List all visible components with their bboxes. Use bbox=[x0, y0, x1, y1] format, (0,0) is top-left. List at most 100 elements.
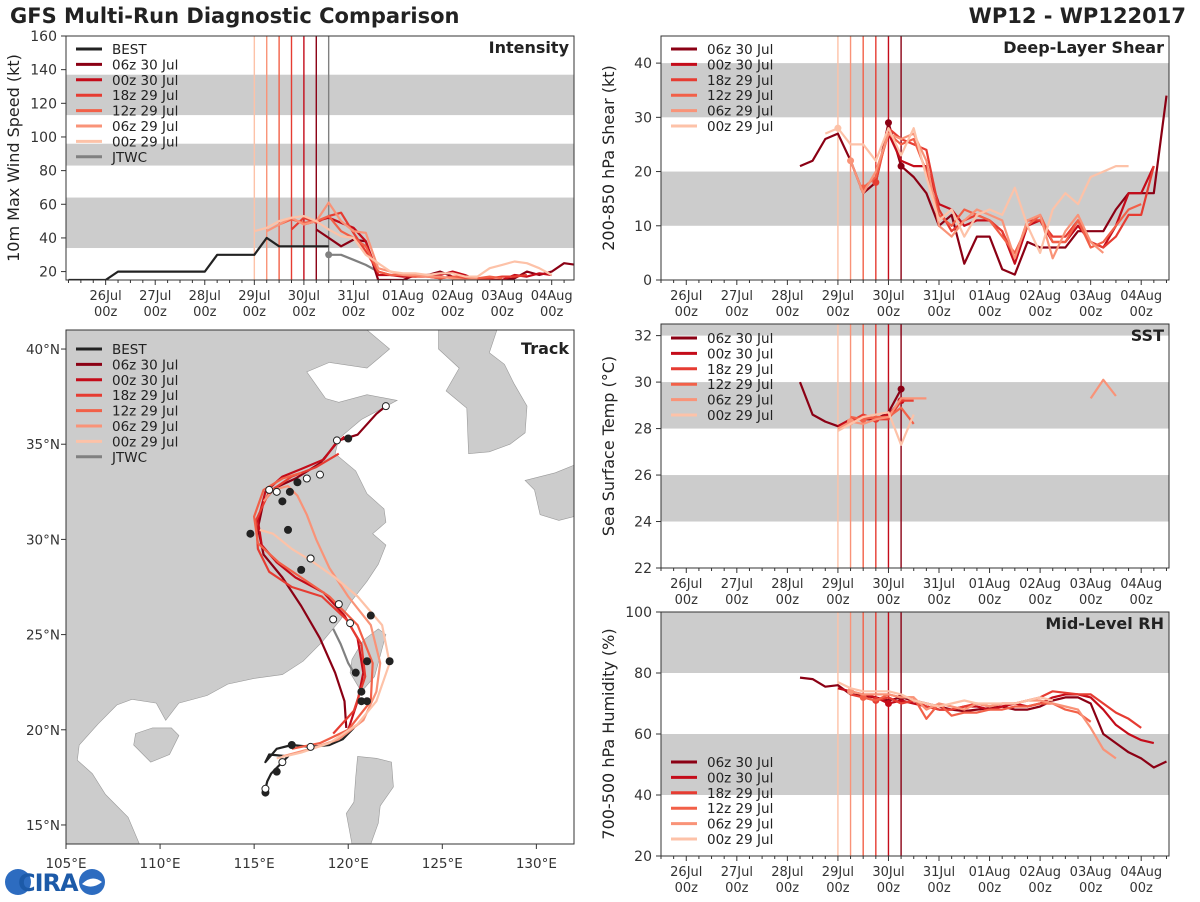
sst-xtick-label-date: 02Aug bbox=[1019, 577, 1061, 592]
sst-ytick-label: 24 bbox=[634, 515, 652, 531]
sst-xtick-label-hour: 00z bbox=[826, 593, 850, 608]
sst-ytick-label: 30 bbox=[634, 375, 652, 391]
sst-plot-area bbox=[661, 324, 1169, 568]
rh-plot-area bbox=[661, 612, 1169, 856]
intensity-xtick-label-date: 04Aug bbox=[531, 289, 573, 304]
shear-ytick-label: 10 bbox=[634, 219, 652, 235]
track-point-00z-30-jul-1 bbox=[346, 619, 355, 628]
shear-series-00z-30-jul-1 bbox=[887, 133, 1155, 265]
sst-xtick-label-date: 03Aug bbox=[1070, 577, 1112, 592]
shear-legend-label-00z-30-jul: 00z 30 Jul bbox=[707, 57, 773, 73]
track-ytick-label: 25°N bbox=[26, 628, 60, 644]
intensity-xtick-label-hour: 00z bbox=[292, 305, 316, 320]
shear-xtick-label-date: 29Jul bbox=[822, 289, 854, 304]
intensity-xtick-label-hour: 00z bbox=[94, 305, 118, 320]
intensity-legend-label-00z-29-jul: 00z 29 Jul bbox=[112, 134, 178, 150]
sst-xtick-label-date: 28Jul bbox=[771, 577, 803, 592]
sst-ytick-label: 28 bbox=[634, 422, 652, 438]
intensity-plot-area bbox=[66, 36, 574, 280]
rh-xtick-label-date: 03Aug bbox=[1070, 865, 1112, 880]
rh-ytick-label: 60 bbox=[634, 727, 652, 743]
track-legend-label-best: BEST bbox=[112, 342, 147, 358]
sst-ytick-label: 22 bbox=[634, 561, 652, 577]
track-legend-label-00z-30-jul: 00z 30 Jul bbox=[112, 373, 178, 389]
rh-ytick-label: 40 bbox=[634, 788, 652, 804]
rh-xtick-label-hour: 00z bbox=[927, 881, 951, 896]
track-map-area bbox=[66, 330, 574, 844]
rh-xtick-label-hour: 00z bbox=[1028, 881, 1052, 896]
shear-frame bbox=[660, 35, 1170, 281]
track-point-06z-30-jul-5 bbox=[381, 402, 390, 411]
track-legend-label-jtwc: JTWC bbox=[111, 450, 147, 466]
logo-swirl-icon bbox=[82, 878, 102, 887]
rh-xtick-label-date: 26Jul bbox=[670, 865, 702, 880]
luzon-island bbox=[345, 756, 394, 844]
rh-band-1 bbox=[661, 612, 1169, 673]
track-legend-label-18z-29-jul: 18z 29 Jul bbox=[112, 388, 178, 404]
shear-xtick-label-hour: 00z bbox=[725, 305, 749, 320]
track-legend-label-06z-29-jul: 06z 29 Jul bbox=[112, 419, 178, 435]
track-frame bbox=[65, 329, 575, 845]
sst-legend-label-06z-29-jul: 06z 29 Jul bbox=[707, 393, 773, 409]
intensity-legend-label-jtwc: JTWC bbox=[111, 150, 147, 166]
intensity-ytick-label: 100 bbox=[30, 130, 57, 146]
intensity-xtick-label-date: 31Jul bbox=[337, 289, 369, 304]
intensity-legend-label-best: BEST bbox=[112, 42, 147, 58]
track-point-12z-29-jul-2 bbox=[363, 657, 372, 666]
intensity-legend-label-12z-29-jul: 12z 29 Jul bbox=[112, 104, 178, 120]
track-xtick-label: 110°E bbox=[140, 856, 181, 872]
rh-legend-label-06z-29-jul: 06z 29 Jul bbox=[707, 817, 773, 833]
track-point-best-5 bbox=[306, 742, 315, 751]
shear-band-0 bbox=[661, 171, 1169, 226]
shear-legend-label-18z-29-jul: 18z 29 Jul bbox=[707, 73, 773, 89]
track-xtick-label: 130°E bbox=[516, 856, 557, 872]
intensity-series-00z-29-jul-7 bbox=[254, 215, 553, 278]
track-point-best-2 bbox=[272, 767, 281, 776]
shear-legend-label-12z-29-jul: 12z 29 Jul bbox=[707, 88, 773, 104]
shear-xtick-label-hour: 00z bbox=[927, 305, 951, 320]
track-point-06z-29-jul-2 bbox=[284, 525, 293, 534]
sst-xtick-label-date: 01Aug bbox=[969, 577, 1011, 592]
rh-ytick-label: 80 bbox=[634, 666, 652, 682]
sst-frame bbox=[660, 323, 1170, 569]
sst-band-1 bbox=[661, 382, 1169, 429]
track-point-00z-30-jul-3 bbox=[332, 436, 341, 445]
track-point-12z-29-jul-0 bbox=[293, 478, 302, 487]
intensity-title: Intensity bbox=[489, 38, 570, 57]
intensity-xtick-label-hour: 00z bbox=[193, 305, 217, 320]
shear-ytick-label: 40 bbox=[634, 56, 652, 72]
intensity-xtick-label-date: 03Aug bbox=[481, 289, 523, 304]
intensity-xtick-label-date: 02Aug bbox=[432, 289, 474, 304]
intensity-xtick-label-date: 01Aug bbox=[382, 289, 424, 304]
track-point-00z-29-jul-2 bbox=[246, 529, 255, 538]
shear-xtick-label-date: 04Aug bbox=[1120, 289, 1162, 304]
shear-legend-label-06z-29-jul: 06z 29 Jul bbox=[707, 104, 773, 120]
shear-xtick-label-date: 02Aug bbox=[1019, 289, 1061, 304]
track-ytick-label: 30°N bbox=[26, 532, 60, 548]
intensity-ytick-label: 80 bbox=[39, 164, 57, 180]
shear-band-1 bbox=[661, 63, 1169, 118]
sst-series-00z-29-jul-5 bbox=[837, 411, 915, 446]
intensity-legend-label-06z-30-jul: 06z 30 Jul bbox=[112, 57, 178, 73]
sst-legend-label-06z-30-jul: 06z 30 Jul bbox=[707, 331, 773, 347]
shear-legend-label-06z-30-jul: 06z 30 Jul bbox=[707, 42, 773, 58]
sst-band-0 bbox=[661, 475, 1169, 522]
sst-marker-06z-30-jul-0 bbox=[897, 385, 905, 393]
sst-xtick-label-date: 26Jul bbox=[670, 577, 702, 592]
track-point-00z-29-jul-0 bbox=[385, 657, 394, 666]
shear-xtick-label-date: 01Aug bbox=[969, 289, 1011, 304]
shear-legend-label-00z-29-jul: 00z 29 Jul bbox=[707, 119, 773, 135]
track-title: Track bbox=[521, 339, 569, 358]
cira-logo-icon bbox=[5, 869, 105, 895]
rh-title: Mid-Level RH bbox=[1045, 614, 1164, 633]
intensity-frame bbox=[65, 35, 575, 281]
rh-xtick-label-hour: 00z bbox=[826, 881, 850, 896]
sst-xtick-label-hour: 00z bbox=[1079, 593, 1103, 608]
rh-band-0 bbox=[661, 734, 1169, 795]
shear-xtick-label-hour: 00z bbox=[675, 305, 699, 320]
rh-xtick-label-date: 27Jul bbox=[721, 865, 753, 880]
intensity-series-jtwc-1 bbox=[328, 253, 379, 273]
shear-plot-area bbox=[661, 36, 1169, 280]
rh-xtick-label-hour: 00z bbox=[1130, 881, 1154, 896]
rh-xtick-label-hour: 00z bbox=[776, 881, 800, 896]
